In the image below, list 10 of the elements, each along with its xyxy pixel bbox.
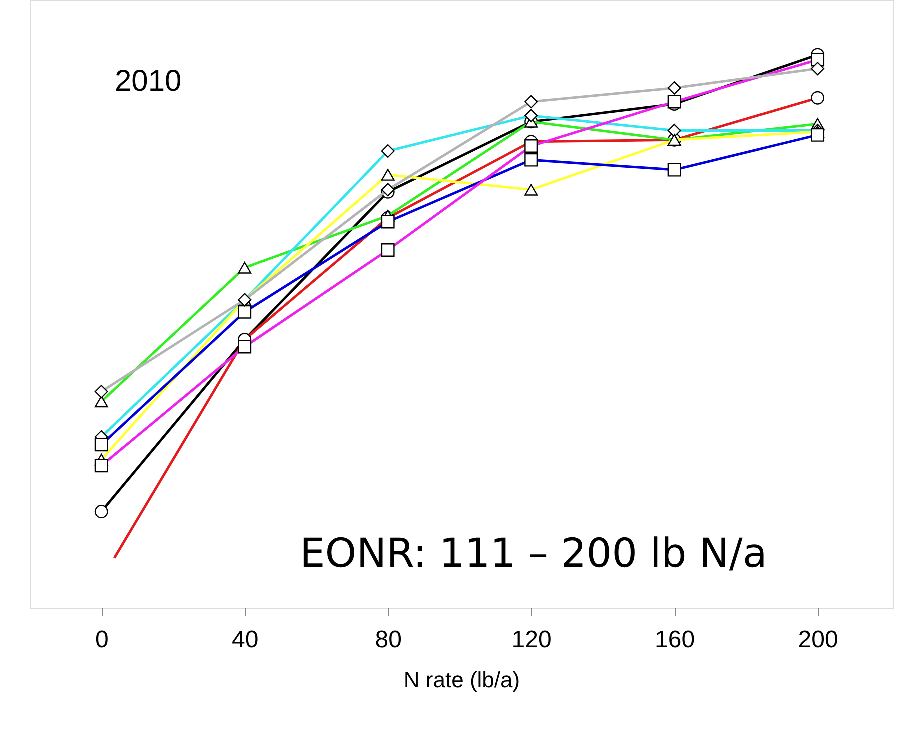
x-tick-label: 200 <box>798 626 838 654</box>
x-tick-label: 40 <box>232 626 259 654</box>
point <box>94 505 108 518</box>
x-tick-label: 80 <box>375 626 402 654</box>
x-axis-title: N rate (lb/a) <box>404 668 520 692</box>
annotation: 2010 <box>115 65 182 98</box>
annotation: EONR: 111 – 200 lb N/a <box>300 531 768 577</box>
x-tick-label: 120 <box>512 626 552 654</box>
x-tick-label: 0 <box>95 626 109 654</box>
x-tick-label: 160 <box>655 626 696 654</box>
